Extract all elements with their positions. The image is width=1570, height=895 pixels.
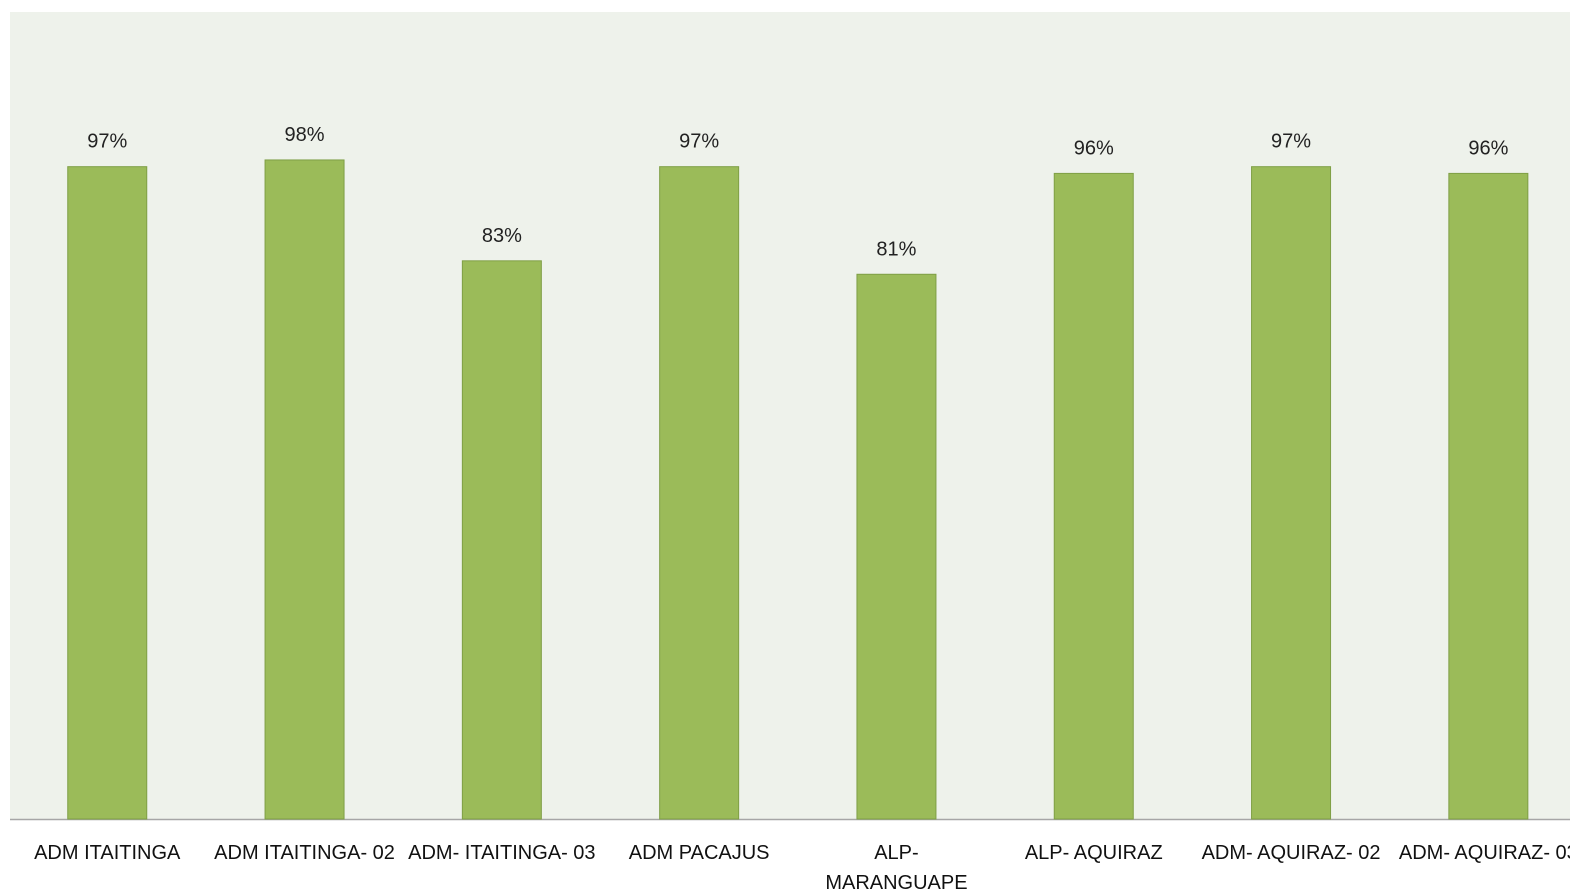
x-tick-label: ALP- MARANGUAPE (825, 842, 968, 894)
data-label: 81% (876, 238, 916, 260)
bar (856, 273, 937, 820)
x-tick-label: ADM ITAITINGA (34, 842, 181, 864)
bar (264, 159, 345, 820)
data-label: 96% (1074, 137, 1114, 159)
data-label: 98% (285, 124, 325, 146)
plot-background (10, 12, 1570, 820)
x-tick-label: ADM- AQUIRAZ- 02 (1201, 842, 1381, 864)
x-tick-label: ADM- AQUIRAZ- 03 (1398, 842, 1570, 864)
data-label: 83% (482, 225, 522, 247)
x-tick-label: ADM ITAITINGA- 02 (214, 842, 395, 864)
x-tick-label: ALP- AQUIRAZ (1024, 842, 1163, 864)
bar (1448, 172, 1529, 820)
data-label: 97% (679, 131, 719, 153)
bar (1053, 172, 1134, 820)
x-tick-label: ADM- ITAITINGA- 03 (408, 842, 596, 864)
x-tick-label: ADM PACAJUS (628, 842, 770, 864)
bar (461, 260, 542, 820)
bar (659, 166, 740, 820)
data-label: 97% (87, 131, 127, 153)
data-label: 97% (1271, 131, 1311, 153)
data-label: 96% (1468, 137, 1508, 159)
bar (67, 166, 148, 820)
bar (1251, 166, 1332, 820)
